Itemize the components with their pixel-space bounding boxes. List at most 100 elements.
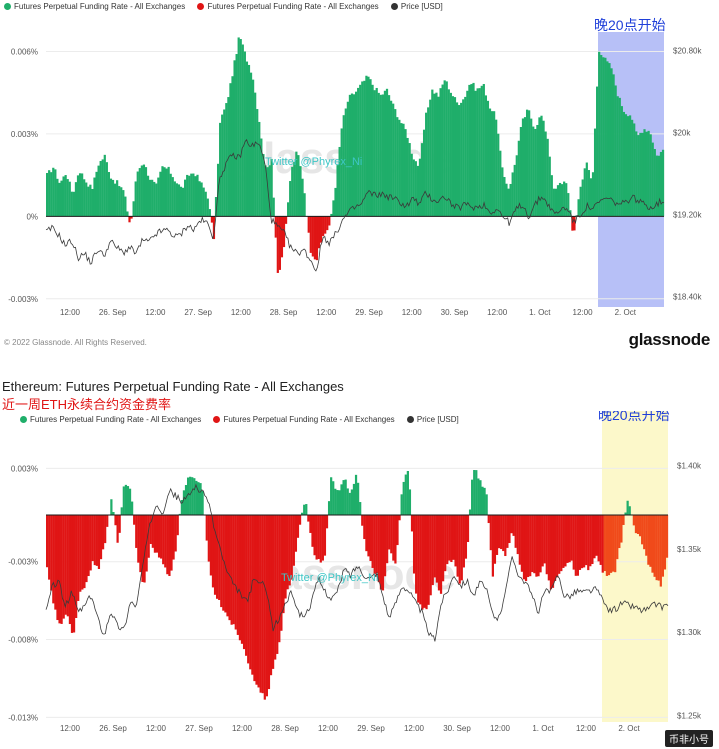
funding-bar [228, 515, 231, 621]
funding-bar [113, 183, 117, 217]
funding-bar [348, 94, 352, 217]
chart2-title: Ethereum: Futures Perpetual Funding Rate… [2, 379, 344, 394]
legend-item-positive[interactable]: Futures Perpetual Funding Rate - All Exc… [4, 2, 185, 11]
x-tick-label: 12:00 [487, 308, 508, 317]
funding-bar [386, 515, 389, 564]
funding-bar [455, 102, 459, 217]
funding-bar [540, 115, 543, 217]
funding-bar [647, 130, 650, 217]
funding-bar [561, 184, 564, 217]
chart2-subtitle: 近一周ETH永续合约资金费率 [2, 397, 172, 412]
funding-bar [249, 72, 253, 217]
funding-bar [105, 162, 108, 217]
funding-bar [111, 179, 115, 217]
funding-bar [195, 480, 198, 516]
funding-bar [311, 216, 314, 257]
funding-bar [421, 515, 424, 610]
funding-bar [634, 515, 638, 534]
funding-bar [624, 512, 627, 516]
funding-bar [212, 216, 216, 240]
funding-bar [519, 127, 523, 217]
funding-bar [276, 216, 279, 273]
funding-bar [76, 175, 80, 217]
funding-bar [112, 511, 115, 516]
funding-bar [653, 149, 656, 217]
funding-bar [530, 118, 533, 217]
funding-bar [338, 146, 341, 217]
x-tick-label: 12:00 [318, 724, 339, 733]
funding-bar [311, 515, 314, 547]
legend-item-negative[interactable]: Futures Perpetual Funding Rate - All Exc… [213, 415, 395, 424]
funding-bar [587, 170, 590, 217]
funding-bar [336, 165, 339, 217]
funding-bar [179, 186, 183, 217]
left-tick-label: -0.003% [8, 295, 38, 304]
funding-bar [101, 515, 105, 550]
funding-bar [210, 216, 214, 223]
funding-bar [511, 172, 514, 217]
legend-item-positive[interactable]: Futures Perpetual Funding Rate - All Exc… [20, 415, 201, 424]
funding-bar [118, 515, 121, 533]
funding-bar [56, 178, 59, 217]
left-tick-label: -0.013% [8, 713, 38, 722]
funding-bar [665, 515, 669, 558]
funding-bar [570, 515, 573, 561]
eth-funding-panel: Futures Perpetual Funding Rate - All Exc… [0, 411, 719, 749]
funding-bar [437, 96, 440, 217]
funding-bar [132, 201, 135, 217]
funding-bar [170, 515, 173, 571]
funding-bar [52, 515, 55, 604]
funding-bar [379, 515, 383, 590]
funding-bar [402, 123, 405, 217]
right-tick-label: $20k [673, 129, 691, 138]
funding-bar [599, 515, 602, 565]
funding-bar [550, 175, 553, 217]
legend-item-price[interactable]: Price [USD] [406, 415, 459, 424]
funding-bar [503, 177, 506, 217]
x-tick-label: 28. Sep [270, 308, 298, 317]
funding-bar [661, 149, 665, 217]
copyright-text: © 2022 Glassnode. All Rights Reserved. [4, 338, 147, 347]
funding-bar [97, 165, 100, 217]
funding-bar [412, 515, 416, 574]
funding-bar [319, 216, 323, 243]
legend-positive-dot [20, 416, 27, 423]
funding-bar [348, 492, 351, 516]
x-tick-label: 12:00 [231, 308, 252, 317]
funding-bar [140, 165, 143, 217]
funding-bar [497, 133, 500, 217]
funding-bar [256, 109, 259, 217]
funding-bar [404, 129, 407, 217]
price-line [45, 483, 669, 642]
funding-bar [383, 90, 387, 217]
funding-bar [489, 515, 492, 551]
funding-bar [534, 128, 537, 217]
funding-bar [196, 174, 199, 217]
legend-price-label: Price [USD] [416, 415, 459, 424]
funding-bar [48, 170, 51, 217]
funding-bar [392, 515, 395, 561]
funding-bar [439, 515, 443, 594]
funding-bar [72, 191, 75, 217]
funding-bar [222, 515, 225, 611]
funding-bar [632, 515, 635, 526]
funding-bar [493, 515, 497, 564]
funding-bar [247, 64, 251, 217]
funding-bar [46, 515, 49, 568]
left-tick-label: 0.006% [11, 47, 38, 56]
x-tick-label: 26. Sep [99, 308, 127, 317]
funding-bar [643, 129, 646, 217]
legend-item-price[interactable]: Price [USD] [390, 2, 443, 11]
funding-bar [628, 506, 631, 516]
annotation-text: 晚20点开始 [598, 411, 670, 423]
funding-bar [553, 515, 557, 581]
funding-bar [579, 186, 582, 217]
funding-bar [186, 174, 189, 217]
legend-item-negative[interactable]: Futures Perpetual Funding Rate - All Exc… [197, 2, 379, 11]
funding-bar [58, 182, 61, 217]
glassnode-logo[interactable]: glassnode [628, 330, 711, 349]
funding-bar [410, 153, 413, 217]
funding-bar [528, 110, 531, 217]
funding-bar [396, 117, 399, 217]
funding-bar [181, 187, 185, 217]
